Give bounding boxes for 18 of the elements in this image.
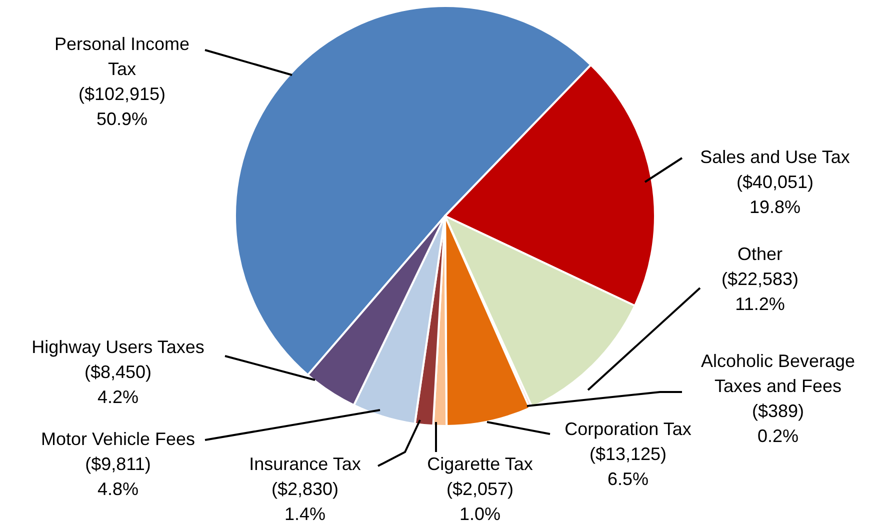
slice-label: Cigarette Tax [427, 454, 533, 474]
slice-label: Motor Vehicle Fees [40, 429, 196, 449]
data-label: ($389) 0.2% [752, 401, 804, 446]
slice-label: Other [737, 244, 783, 264]
data-label: ($2,830) 1.4% [271, 479, 339, 521]
slice-label: Insurance Tax [249, 454, 361, 474]
data-label: ($13,125) 6.5% [589, 444, 667, 489]
slice-label: Sales and Use Tax [700, 147, 850, 167]
data-label: ($22,583) 11.2% [721, 269, 799, 314]
slice-label: Corporation Tax [564, 419, 692, 439]
slice-label: Personal Income Tax [54, 34, 190, 79]
data-label: ($8,450) 4.2% [84, 362, 152, 407]
slice-label: Highway Users Taxes [32, 337, 204, 357]
data-label: ($40,051) 19.8% [736, 172, 814, 217]
data-label: ($9,811) 4.8% [85, 454, 151, 499]
data-label: ($2,057) 1.0% [446, 479, 514, 521]
data-label: ($102,915) 50.9% [78, 84, 166, 129]
slice-label: Alcoholic Beverage Taxes and Fees [700, 351, 856, 396]
